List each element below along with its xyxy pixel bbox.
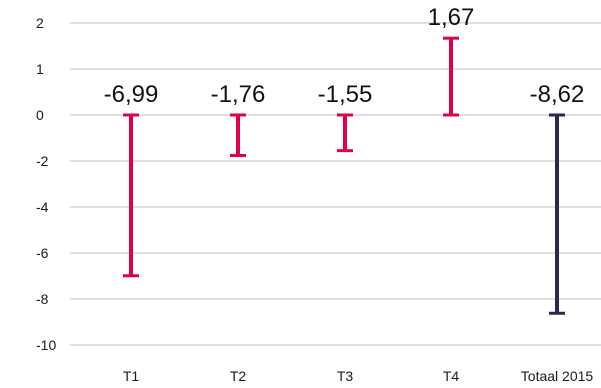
x-tick-label: T3 xyxy=(337,368,354,384)
y-tick-label: 1 xyxy=(36,61,44,77)
y-axis-tick-labels: 2 1 0 -2 -4 -6 -8 -10 xyxy=(36,15,56,353)
y-tick-label: -2 xyxy=(36,153,49,169)
y-tick-label: -6 xyxy=(36,245,49,261)
x-tick-label: T1 xyxy=(123,368,140,384)
range-bar-t1 xyxy=(123,113,139,278)
y-tick-label: 2 xyxy=(36,15,44,31)
gridlines xyxy=(70,22,601,346)
x-tick-label: Totaal 2015 xyxy=(521,368,594,384)
y-tick-label: -8 xyxy=(36,291,49,307)
range-bar-totaal-2015 xyxy=(549,113,565,315)
range-bars xyxy=(123,36,565,315)
x-axis-tick-labels: T1 T2 T3 T4 Totaal 2015 xyxy=(123,368,594,384)
data-label: 1,67 xyxy=(428,4,475,31)
data-label: -1,55 xyxy=(318,81,373,108)
data-label: -1,76 xyxy=(211,81,266,108)
y-tick-label: -4 xyxy=(36,199,49,215)
range-bar-t4 xyxy=(443,36,459,117)
data-label: -6,99 xyxy=(104,81,159,108)
x-tick-label: T4 xyxy=(443,368,460,384)
data-label: -8,62 xyxy=(530,81,585,108)
data-labels: -6,99 -1,76 -1,55 1,67 -8,62 xyxy=(104,4,585,108)
y-tick-label: -10 xyxy=(36,337,56,353)
y-tick-label: 0 xyxy=(36,107,44,123)
x-tick-label: T2 xyxy=(230,368,247,384)
range-bar-t3 xyxy=(337,113,353,153)
range-bar-t2 xyxy=(230,113,246,157)
